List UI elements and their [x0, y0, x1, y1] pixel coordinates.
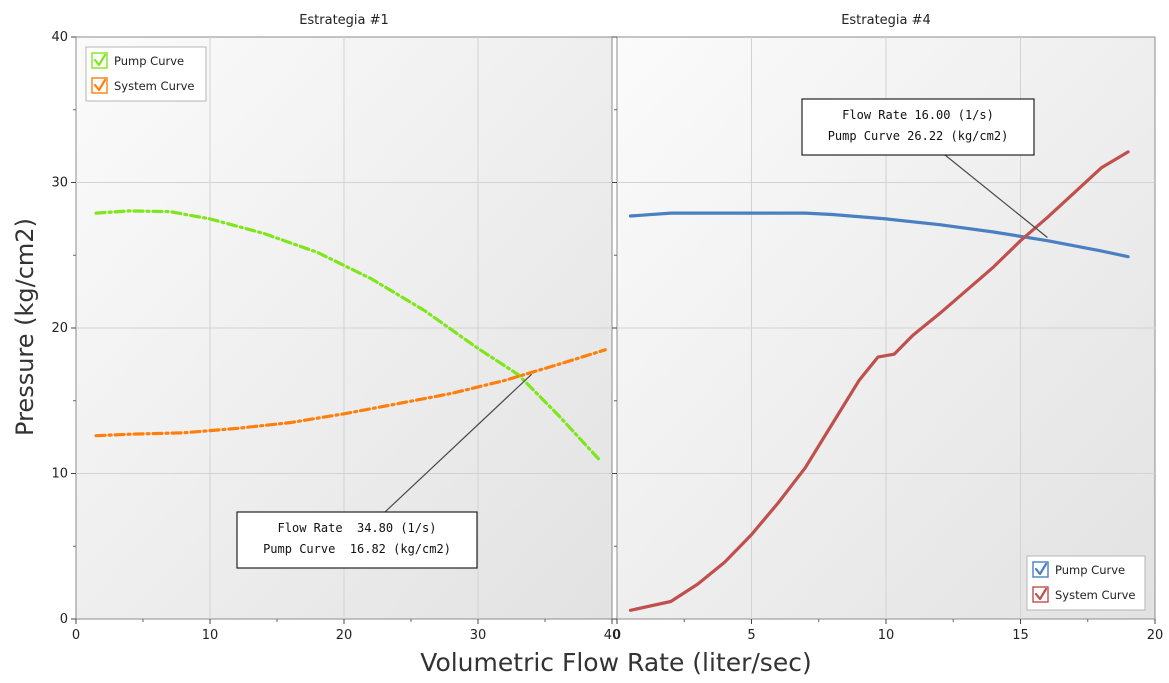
legend-label: System Curve — [114, 79, 194, 93]
chart-panel-2: 0 5 10 15 20 Estrategia #4 Flow Rate 16.00 (1/… — [612, 13, 1163, 643]
x-tick-label: 30 — [470, 628, 487, 643]
x-tick-label: 20 — [1147, 628, 1164, 643]
legend-label: Pump Curve — [114, 54, 184, 68]
chart-title: Estrategia #1 — [299, 13, 389, 28]
annotation-text: Pump Curve 26.22 (kg/cm2) — [828, 129, 1009, 143]
y-tick-label: 10 — [51, 467, 68, 482]
series-line-pump-curve — [628, 211, 1130, 259]
annotation-text: Pump Curve 16.82 (kg/cm2) — [263, 542, 451, 556]
legend-check-icon — [1034, 587, 1048, 601]
annotation-box — [236, 511, 478, 569]
legend-check-icon — [1034, 562, 1048, 576]
y-tick-label: 0 — [60, 612, 68, 627]
annotation-box — [801, 98, 1035, 156]
y-tick-label: 20 — [51, 321, 68, 336]
legend-check-icon — [93, 78, 107, 92]
series-line-system-curve — [628, 150, 1130, 612]
annotation-leader-line — [944, 154, 1048, 238]
x-tick-label: 10 — [202, 628, 219, 643]
annotation-leader-line — [384, 373, 533, 513]
x-tick-label: 0 — [72, 628, 80, 643]
legend-check-icon — [93, 53, 107, 67]
x-tick-label: 5 — [747, 628, 755, 643]
legend-label: Pump Curve — [1055, 563, 1125, 577]
y-tick-label: 40 — [51, 30, 68, 45]
y-axis-title: Pressure (kg/cm2) — [11, 218, 39, 436]
annotation-text: Flow Rate 16.00 (1/s) — [842, 108, 994, 122]
x-tick-label: 10 — [878, 628, 895, 643]
x-axis-title: Volumetric Flow Rate (liter/sec) — [420, 648, 811, 677]
legend-label: System Curve — [1055, 588, 1135, 602]
x-tick-label: 20 — [336, 628, 353, 643]
series-line-system-curve — [94, 348, 607, 438]
x-tick-label: 0 — [613, 628, 621, 643]
y-tick-label: 30 — [51, 176, 68, 191]
annotation-text: Flow Rate 34.80 (1/s) — [278, 521, 437, 535]
x-tick-label: 15 — [1012, 628, 1029, 643]
x-tick-label: 40 — [604, 628, 621, 643]
chart-title: Estrategia #4 — [841, 13, 931, 28]
